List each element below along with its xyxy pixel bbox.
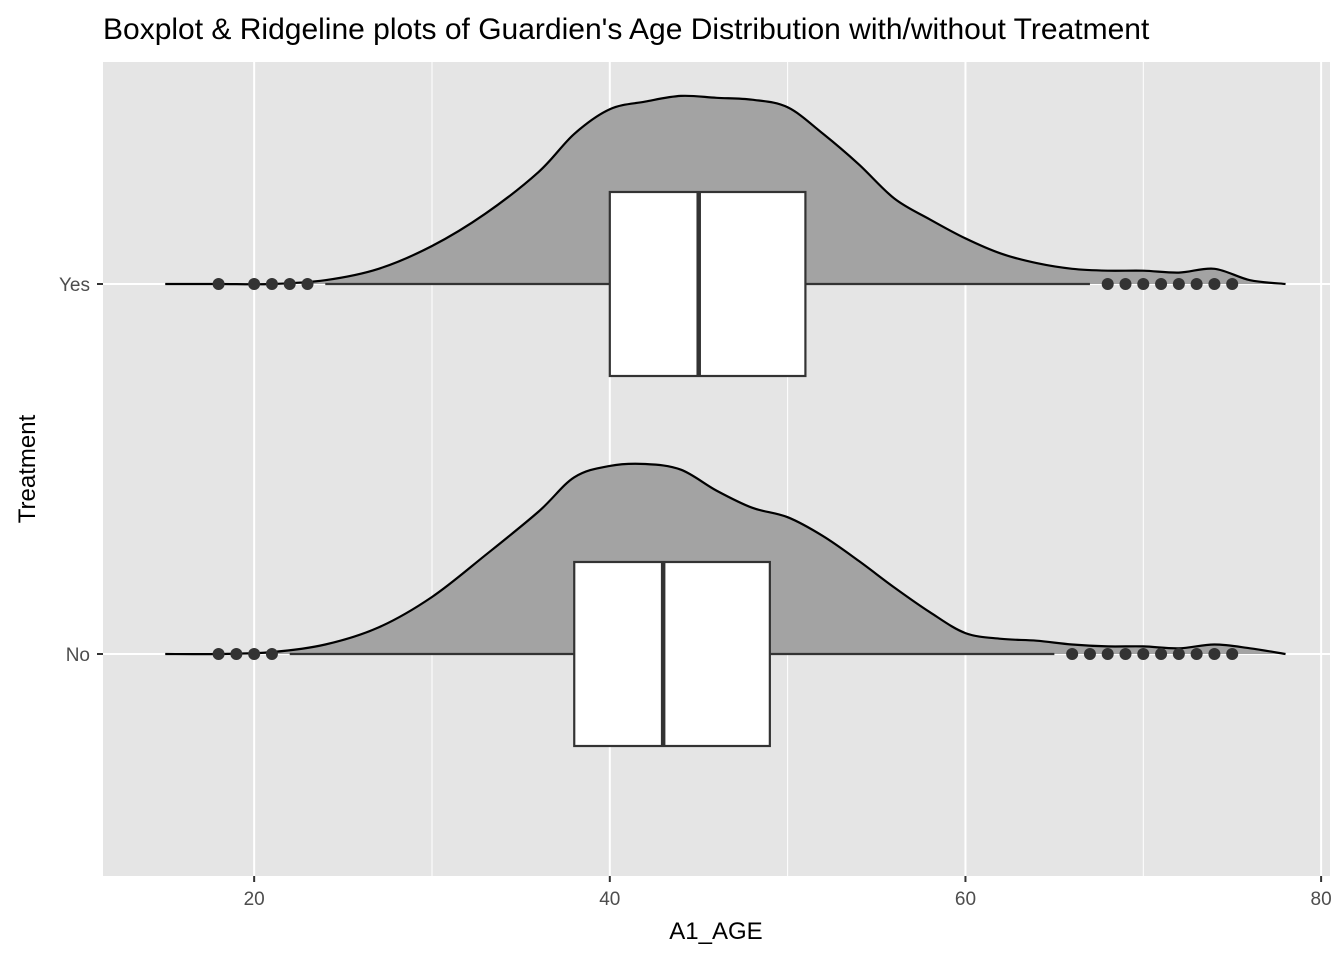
x-tick-label-40: 40: [599, 889, 620, 910]
outlier-point-yes: [1119, 278, 1132, 290]
outlier-point-yes: [1226, 278, 1239, 290]
outlier-point-no: [1119, 648, 1132, 660]
outlier-point-yes: [1155, 278, 1168, 290]
y-tick-label-yes: Yes: [59, 275, 90, 296]
outlier-point-no: [265, 648, 278, 660]
outlier-point-no: [1101, 648, 1114, 660]
density-area-no: [165, 463, 1286, 655]
outlier-point-no: [1083, 648, 1096, 660]
outlier-point-no: [1137, 648, 1150, 660]
outlier-point-no: [1190, 648, 1203, 660]
x-axis-title: A1_AGE: [669, 918, 762, 945]
density-ridges: [165, 94, 1286, 656]
density-line-yes: [165, 94, 1286, 286]
boxplots: [289, 190, 1090, 748]
outlier-point-yes: [301, 278, 314, 290]
outlier-point-no: [1208, 648, 1221, 660]
outlier-point-yes: [1190, 278, 1203, 290]
x-tick-label-80: 80: [1311, 889, 1332, 910]
x-tick-label-20: 20: [244, 889, 265, 910]
outlier-point-yes: [1101, 278, 1114, 290]
outlier-point-no: [1066, 648, 1079, 660]
outlier-point-yes: [212, 278, 225, 290]
outlier-point-yes: [283, 278, 296, 290]
outlier-point-yes: [248, 278, 261, 290]
y-axis-title: Treatment: [14, 414, 41, 523]
outlier-point-yes: [265, 278, 278, 290]
outlier-point-no: [248, 648, 261, 660]
density-line-no: [165, 462, 1286, 656]
outlier-point-yes: [1208, 278, 1221, 290]
outlier-point-no: [1226, 648, 1239, 660]
x-tick-label-60: 60: [955, 889, 976, 910]
density-area-yes: [165, 95, 1286, 285]
outlier-point-yes: [1137, 278, 1150, 290]
axes: 20 40 60 80 No Yes: [59, 275, 1332, 910]
y-tick-label-no: No: [66, 645, 90, 666]
outlier-point-no: [1172, 648, 1185, 660]
chart-title: Boxplot & Ridgeline plots of Guardien's …: [103, 13, 1150, 46]
outlier-points: [212, 278, 1239, 660]
outlier-point-no: [212, 648, 225, 660]
box-no: [573, 560, 771, 748]
outlier-point-no: [1155, 648, 1168, 660]
outlier-point-no: [230, 648, 243, 660]
outlier-point-yes: [1172, 278, 1185, 290]
box-yes: [608, 190, 807, 378]
